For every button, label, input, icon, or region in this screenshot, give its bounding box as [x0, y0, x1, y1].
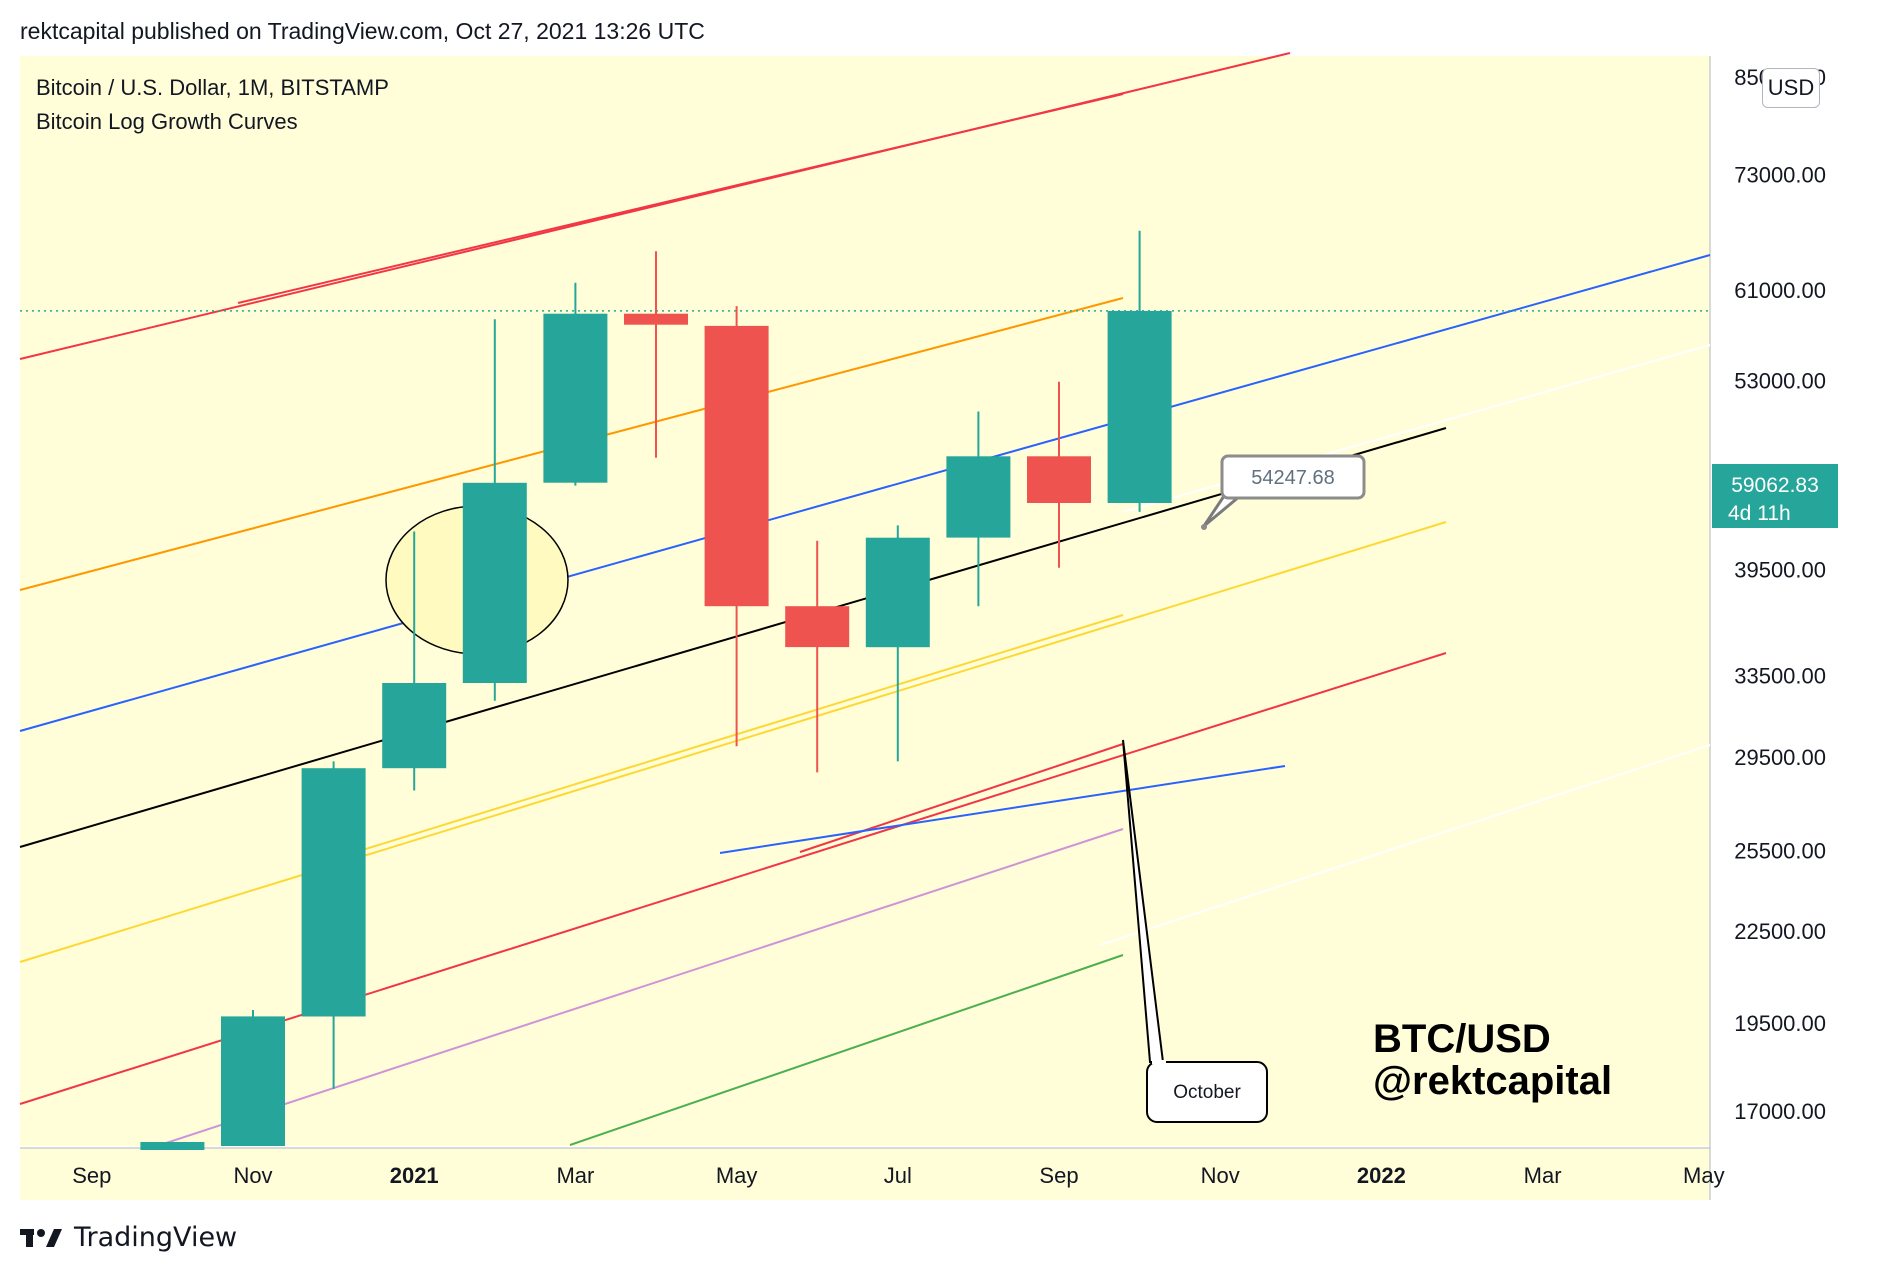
chart-subtitle: Bitcoin Log Growth Curves: [36, 109, 298, 134]
price-tick-label: 61000.00: [1734, 278, 1826, 303]
price-tick-label: 19500.00: [1734, 1011, 1826, 1036]
october-callout-text: October: [1173, 1082, 1241, 1103]
chart-title: Bitcoin / U.S. Dollar, 1M, BITSTAMP: [36, 75, 389, 100]
current-price-label-bg: [1712, 464, 1838, 528]
price-callout-box: [1220, 454, 1366, 500]
currency-button[interactable]: USD: [1762, 68, 1820, 108]
time-tick-label: 2022: [1357, 1163, 1406, 1188]
curve-blue: [19, 254, 1711, 732]
time-tick-label: May: [716, 1163, 758, 1188]
current-price-countdown: 4d 11h: [1728, 502, 1791, 525]
curve-white-lower: [1099, 744, 1711, 946]
curve-purple: [159, 828, 1124, 1146]
candle-2021-03[interactable]: [543, 282, 608, 486]
candle-body: [462, 482, 527, 683]
candle-2021-08[interactable]: [946, 411, 1011, 607]
growth-curves: [19, 52, 1711, 1146]
candle-body: [1107, 310, 1172, 503]
candle-body: [704, 325, 769, 607]
candle-2021-01[interactable]: [382, 531, 447, 791]
candle-body: [785, 606, 850, 648]
time-axis-ticks: Sep Nov 2021 Mar May Jul Sep Nov 2022 Mar May: [72, 1163, 1724, 1188]
candle-body: [140, 1142, 205, 1150]
time-tick-label: Nov: [1201, 1163, 1240, 1188]
current-price-label: 59062.83 4d 11h: [1712, 464, 1838, 528]
candle-2021-04[interactable]: [624, 251, 688, 458]
time-tick-label: Mar: [556, 1163, 594, 1188]
curve-yellow: [19, 521, 1447, 963]
time-tick-label: Sep: [1039, 1163, 1078, 1188]
october-callout-joint: [1152, 1060, 1166, 1064]
candle-body: [946, 456, 1011, 538]
price-callout-anchor: [1201, 524, 1207, 530]
candle-body: [624, 313, 688, 325]
price-tick-label: 29500.00: [1734, 745, 1826, 770]
time-tick-label: May: [1683, 1163, 1725, 1188]
candle-body: [1027, 456, 1091, 503]
candle-body: [221, 1016, 285, 1146]
price-callout: 54247.68: [1201, 454, 1366, 530]
curve-black: [19, 427, 1447, 848]
time-tick-label: Jul: [884, 1163, 912, 1188]
tradingview-logo-icon: [20, 1228, 62, 1247]
price-tick-label: 22500.00: [1734, 919, 1826, 944]
candle-2021-02[interactable]: [462, 319, 527, 701]
candle-body: [543, 313, 608, 483]
price-tick-label: 39500.00: [1734, 557, 1826, 582]
time-tick-label: 2021: [390, 1163, 439, 1188]
plot-area: [20, 56, 1710, 1146]
price-tick-label: 33500.00: [1734, 663, 1826, 688]
watermark-line-1: BTC/USD: [1373, 1017, 1551, 1061]
october-callout: October: [1122, 739, 1268, 1123]
candles[interactable]: [140, 230, 1172, 1150]
tradingview-brand-text: TradingView: [74, 1222, 238, 1253]
candle-2021-09[interactable]: [1027, 381, 1091, 568]
candle-2021-05[interactable]: [704, 306, 769, 747]
candle-body: [382, 683, 447, 769]
curve-red-top-overlay: [237, 93, 1124, 304]
time-tick-label: Sep: [72, 1163, 111, 1188]
price-axis-ticks: 140000.00120000.00100000.0085000.0073000…: [1734, 65, 1826, 1124]
publisher-line: rektcapital published on TradingView.com…: [20, 18, 705, 44]
candle-2021-07[interactable]: [865, 525, 930, 762]
candle-2021-06[interactable]: [785, 540, 850, 773]
price-tick-label: 25500.00: [1734, 839, 1826, 864]
time-tick-label: Nov: [233, 1163, 272, 1188]
trendline-blue-support: [719, 765, 1286, 854]
candle-2020-10[interactable]: [140, 1142, 205, 1150]
candle-2021-10[interactable]: [1107, 230, 1172, 512]
time-tick-label: Mar: [1524, 1163, 1562, 1188]
watermark-line-2: @rektcapital: [1373, 1059, 1612, 1103]
price-tick-label: 53000.00: [1734, 369, 1826, 394]
curve-green: [569, 954, 1124, 1146]
october-callout-box: [1146, 1061, 1268, 1123]
tradingview-logo[interactable]: TradingView: [20, 1222, 237, 1253]
curve-red-lower-overlay: [799, 743, 1124, 853]
candle-2020-11[interactable]: [221, 1010, 285, 1146]
candle-2020-12[interactable]: [301, 761, 366, 1089]
price-tick-label: 73000.00: [1734, 163, 1826, 188]
curve-yellow-overlay: [329, 614, 1124, 861]
price-callout-text: 54247.68: [1251, 467, 1334, 489]
candle-body: [865, 537, 930, 648]
candle-body: [301, 768, 366, 1017]
current-price-value: 59062.83: [1731, 474, 1819, 497]
time-axis-area: [20, 1148, 1710, 1200]
price-tick-label: 17000.00: [1734, 1099, 1826, 1124]
